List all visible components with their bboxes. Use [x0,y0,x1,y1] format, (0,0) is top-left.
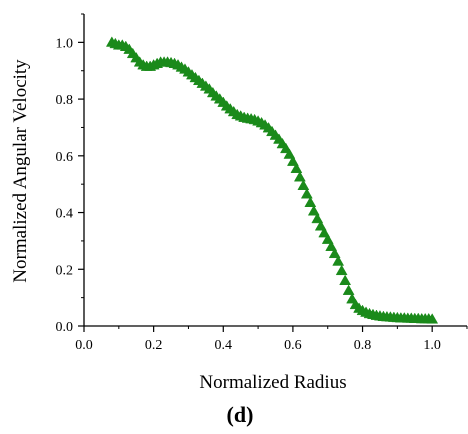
y-tick-label: 0.4 [56,207,74,222]
data-point [286,155,299,166]
data-point [304,196,317,207]
x-tick-label: 1.0 [423,338,441,353]
data-point [300,188,313,199]
data-point [321,233,334,244]
ticks: 0.0 0.2 0.4 0.6 0.8 1.0 0.0 0.2 0.4 0.6 0.8 1.0 [56,13,468,353]
x-tick-label: 0.2 [145,338,163,353]
axes [83,14,467,327]
y-tick-label: 0.6 [56,150,74,165]
data-point [314,220,327,231]
y-tick-label: 1.0 [56,36,74,51]
data-point [297,179,310,190]
x-tick-label: 0.8 [354,338,372,353]
data-point [283,148,296,159]
data-point [339,274,352,285]
data-point [332,255,345,266]
data-point [290,162,303,173]
data-point [318,226,331,238]
y-tick-label: 0.2 [56,263,74,278]
data-point [325,240,338,251]
data-point [311,212,324,224]
y-tick-label: 0.0 [56,320,74,335]
data-points [105,36,439,324]
x-tick-label: 0.4 [215,338,233,353]
x-axis-label: Normalized Radius [199,372,346,393]
panel-label: (d) [227,402,254,427]
data-point [426,313,439,324]
data-point [307,205,320,216]
data-point [335,264,348,276]
data-point [328,247,341,259]
y-axis-label: Normalized Angular Velocity [10,59,31,283]
x-tick-label: 0.6 [284,338,302,353]
data-point [342,284,355,295]
data-point [293,171,306,182]
y-tick-label: 0.8 [56,93,74,108]
x-tick-label: 0.0 [75,338,93,353]
